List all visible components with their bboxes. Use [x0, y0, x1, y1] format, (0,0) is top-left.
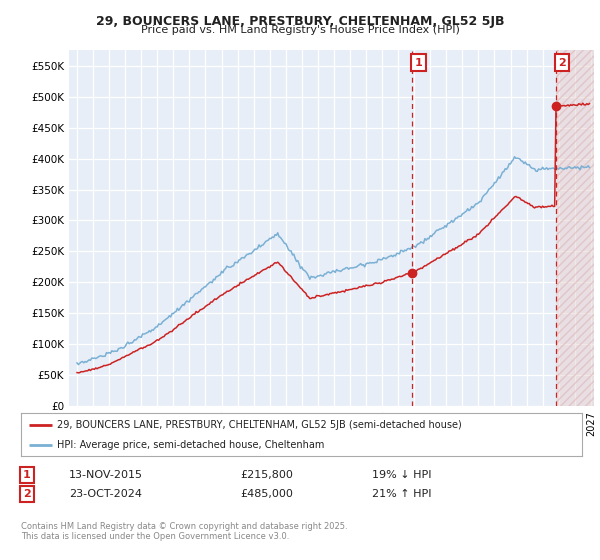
Text: 21% ↑ HPI: 21% ↑ HPI	[372, 489, 431, 499]
Text: 1: 1	[23, 470, 31, 480]
Text: Price paid vs. HM Land Registry's House Price Index (HPI): Price paid vs. HM Land Registry's House …	[140, 25, 460, 35]
Text: 23-OCT-2024: 23-OCT-2024	[69, 489, 142, 499]
Text: £485,000: £485,000	[240, 489, 293, 499]
Bar	[556, 50, 594, 406]
Text: £215,800: £215,800	[240, 470, 293, 480]
Text: HPI: Average price, semi-detached house, Cheltenham: HPI: Average price, semi-detached house,…	[58, 440, 325, 450]
Text: 29, BOUNCERS LANE, PRESTBURY, CHELTENHAM, GL52 5JB (semi-detached house): 29, BOUNCERS LANE, PRESTBURY, CHELTENHAM…	[58, 419, 462, 430]
Bar	[556, 50, 594, 406]
Text: 2: 2	[558, 58, 566, 68]
Text: 13-NOV-2015: 13-NOV-2015	[69, 470, 143, 480]
Text: 2: 2	[23, 489, 31, 499]
Text: 1: 1	[415, 58, 422, 68]
Text: 29, BOUNCERS LANE, PRESTBURY, CHELTENHAM, GL52 5JB: 29, BOUNCERS LANE, PRESTBURY, CHELTENHAM…	[96, 15, 504, 28]
Text: Contains HM Land Registry data © Crown copyright and database right 2025.
This d: Contains HM Land Registry data © Crown c…	[21, 522, 347, 542]
Text: 19% ↓ HPI: 19% ↓ HPI	[372, 470, 431, 480]
